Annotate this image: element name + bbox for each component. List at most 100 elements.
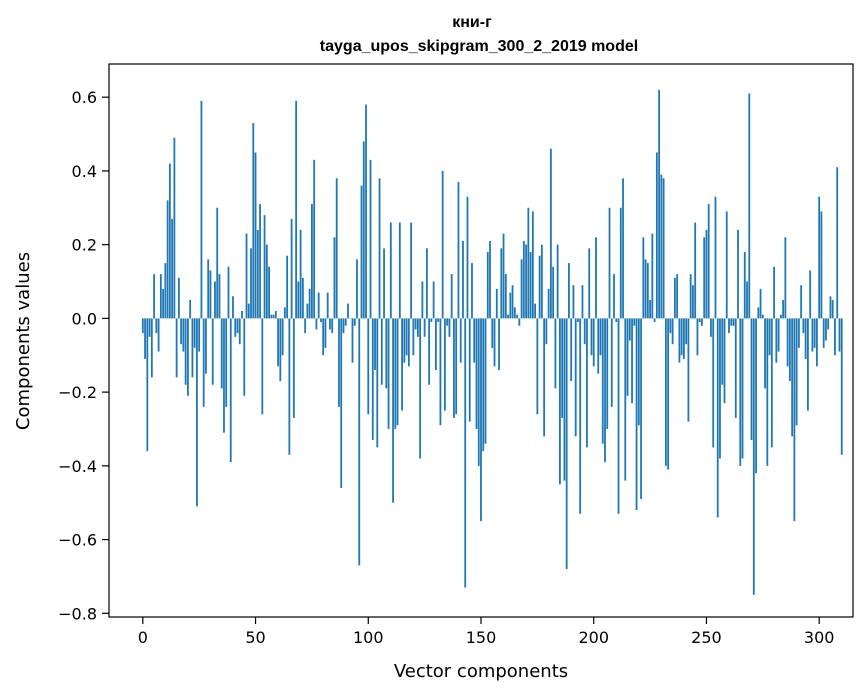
bar (283, 307, 286, 319)
bar (322, 318, 325, 356)
bar (477, 318, 480, 466)
bar (707, 204, 710, 319)
bar (721, 318, 724, 385)
bar (333, 237, 336, 319)
bar (504, 274, 507, 319)
bar (229, 318, 232, 463)
bar (220, 318, 223, 389)
bar (216, 207, 219, 319)
bar (385, 318, 388, 389)
bar (520, 259, 523, 319)
bar (157, 318, 160, 352)
bar (597, 318, 600, 374)
bar (522, 240, 525, 319)
bar (448, 318, 451, 337)
bar (466, 196, 469, 319)
bar (813, 318, 816, 348)
bar (376, 318, 379, 448)
x-tick-label: 250 (691, 628, 722, 647)
bar (180, 318, 183, 345)
bar (304, 318, 307, 334)
x-tick-label: 50 (245, 628, 265, 647)
y-axis-ticks: −0.8 −0.6 −0.4 −0.2 0.0 0.2 0.4 0.6 (58, 88, 109, 623)
bar (540, 244, 543, 319)
chart-subtitle: tayga_upos_skipgram_300_2_2019 model (320, 38, 638, 55)
bar (189, 299, 192, 319)
bar (414, 318, 417, 330)
bar (468, 318, 471, 422)
bar (543, 318, 546, 437)
bar (775, 318, 778, 363)
bar (570, 318, 573, 382)
y-tick-label: 0.2 (72, 236, 97, 255)
bar (272, 314, 275, 319)
bar (554, 318, 557, 389)
bar (613, 274, 615, 319)
bar (225, 318, 228, 407)
x-tick-label: 100 (353, 628, 384, 647)
bar (457, 181, 460, 319)
bar (502, 233, 505, 319)
bar (687, 318, 690, 422)
bar (241, 311, 243, 319)
bar (606, 318, 609, 429)
bar (610, 318, 613, 407)
bar (820, 211, 823, 319)
bar (389, 222, 392, 319)
bar (545, 318, 548, 345)
bar (513, 307, 516, 319)
bar (243, 318, 246, 396)
bar (455, 318, 458, 415)
bar (277, 318, 279, 367)
bar (317, 292, 320, 319)
bar (245, 233, 248, 319)
bar (624, 318, 627, 481)
bar (482, 318, 485, 452)
bar (464, 318, 467, 588)
bar (155, 318, 158, 334)
bar (536, 318, 539, 415)
bar (807, 318, 809, 411)
x-axis-ticks: 0 50 100 150 200 250 300 (138, 617, 834, 647)
bar (529, 252, 532, 319)
bar (214, 281, 216, 319)
bar (619, 207, 622, 319)
bar (423, 318, 426, 337)
bar (193, 318, 196, 348)
bar (498, 318, 500, 370)
bar (662, 178, 665, 319)
bar (299, 229, 302, 319)
bar (509, 292, 512, 319)
bar (374, 318, 376, 370)
bar (428, 318, 431, 385)
bar (335, 178, 338, 319)
bar (590, 318, 593, 356)
bar (270, 314, 273, 319)
bar (786, 318, 789, 367)
bar (313, 159, 316, 319)
bar (748, 93, 751, 319)
bar (549, 148, 552, 319)
bar (425, 248, 428, 319)
bar (450, 274, 453, 319)
bar (836, 167, 839, 319)
bar (556, 244, 559, 319)
bar (646, 263, 649, 319)
bar (676, 274, 679, 319)
bar (518, 318, 521, 326)
chart-title: кни-г (452, 14, 492, 31)
bar (615, 318, 618, 323)
bar (719, 318, 721, 459)
bar (698, 318, 701, 323)
bar (146, 318, 149, 452)
bar (640, 318, 642, 500)
bar (811, 318, 814, 352)
bar (432, 281, 435, 319)
bar (732, 318, 735, 326)
y-axis-label: Components values (13, 252, 34, 430)
bar (574, 318, 577, 437)
bar (604, 318, 606, 463)
bar (802, 318, 805, 334)
bar (653, 318, 656, 323)
